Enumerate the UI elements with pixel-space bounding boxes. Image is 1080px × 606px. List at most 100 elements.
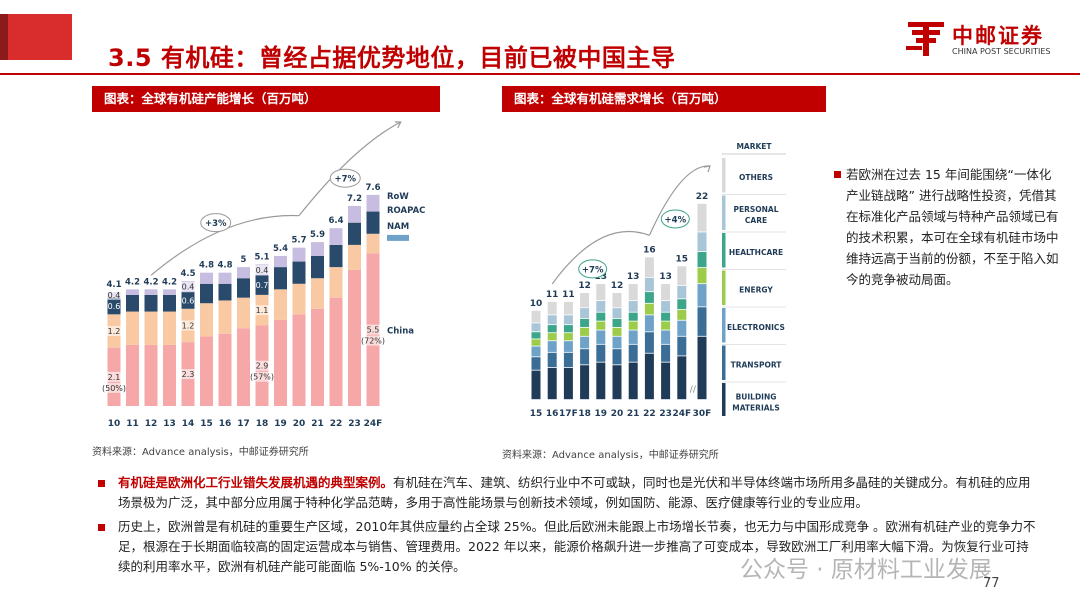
legend-label-transport: TRANSPORT: [731, 360, 783, 369]
label-bg: [103, 326, 125, 336]
bar-transport-16: [547, 352, 557, 368]
bar-nam-13: [163, 294, 176, 312]
bar-transport-23: [661, 344, 671, 362]
bar-roapac-22: [329, 228, 343, 245]
bar-energy-16: [547, 333, 557, 341]
segment-label: 0.4: [182, 283, 195, 292]
left-chart-source: 资料来源：Advance analysis，中邮证券研究所: [92, 447, 309, 458]
legend-swatch-healthcare: [722, 233, 726, 268]
bar-building-materials-30f: [697, 336, 707, 400]
label-bg: [362, 324, 384, 335]
legend-label-energy: ENERGY: [739, 285, 773, 294]
watermark: 公众号 · 原材料工业发展: [740, 557, 992, 583]
bar-eu-24f: [366, 233, 380, 254]
bar-energy-23: [661, 321, 671, 330]
bar-healthcare-17f: [563, 325, 573, 333]
bar-nam-19: [274, 267, 287, 290]
bar-building-materials-23: [661, 362, 671, 400]
growth-label: +4%: [665, 215, 687, 225]
bar-nam-17: [237, 278, 250, 298]
bar-nam-23: [348, 222, 361, 245]
title-underline: [0, 73, 1080, 75]
x-tick-label: 19: [274, 419, 287, 429]
growth-badge: [578, 259, 608, 279]
bar-healthcare-23: [661, 312, 671, 321]
bar-transport-19: [596, 344, 606, 362]
corner-decoration: [0, 14, 72, 60]
bar-china-21: [311, 308, 324, 406]
legend-swatch-electronics: [722, 308, 726, 343]
bar-eu-16: [218, 300, 232, 334]
bar-healthcare-24f: [677, 299, 687, 310]
bar-personal-care-19: [596, 301, 606, 312]
bar-energy-17f: [563, 333, 573, 341]
bar-electronics-15: [531, 346, 541, 357]
legend-label-building-materials: BUILDING: [736, 392, 777, 401]
segment-label: 1.1: [256, 306, 269, 315]
bar-nam-15: [200, 283, 213, 304]
segment-label: (57%): [250, 373, 274, 382]
total-label: 4.2: [143, 277, 158, 287]
bar-eu-22: [329, 267, 343, 298]
total-label: 11: [546, 290, 559, 300]
x-tick-label: 20: [293, 419, 306, 429]
bar-transport-22: [644, 332, 654, 353]
legend-label-others: OTHERS: [739, 173, 773, 182]
arrow-head: [703, 165, 711, 173]
bar-transport-20: [612, 349, 622, 365]
segment-label: 0.4: [108, 291, 121, 300]
label-bg: [251, 264, 273, 275]
bar-china-11: [126, 344, 139, 406]
bar-energy-30f: [697, 268, 707, 284]
x-tick-label: 17: [237, 419, 250, 429]
growth-label: +7%: [334, 175, 356, 185]
bar-eu-23: [348, 244, 361, 270]
bar-china-20: [292, 314, 306, 406]
growth-label: +3%: [205, 219, 227, 229]
bar-nam-12: [144, 294, 158, 312]
bar-roapac-17: [237, 267, 250, 279]
x-tick-label: 13: [163, 419, 176, 429]
demand-chart: 10 15 11 16 11 17F 12 18 13 19 12 20 13 21 16 22 13 23 15 2…: [530, 165, 711, 419]
legend-label: NAM: [387, 222, 409, 232]
bar-healthcare-18: [580, 318, 590, 327]
x-tick-label: 15: [200, 419, 213, 429]
bar-electronics-30f: [697, 284, 707, 307]
bar-roapac-11: [126, 289, 139, 295]
legend-label-building-materials: MATERIALS: [732, 403, 779, 412]
bar-roapac-23: [348, 206, 361, 223]
bar-personal-care-24f: [677, 285, 687, 299]
segment-label: 0.6: [182, 296, 195, 305]
bar-nam-14: [181, 292, 195, 309]
bar-eu-20: [292, 283, 306, 315]
bar-healthcare-20: [612, 318, 622, 327]
bar-china-23: [348, 269, 361, 406]
legend-swatch-energy: [722, 270, 726, 305]
bar-others-15: [531, 310, 541, 323]
bar-energy-24f: [677, 309, 687, 320]
bar-personal-care-23: [661, 301, 671, 312]
bar-electronics-18: [580, 336, 590, 349]
label-bg: [103, 382, 125, 393]
bar-electronics-16: [547, 341, 557, 352]
bar-roapac-15: [200, 272, 213, 284]
x-tick-label: 19: [595, 409, 608, 419]
legend-label: China: [387, 327, 414, 337]
bar-others-20: [612, 293, 622, 308]
growth-badge: [660, 209, 690, 229]
arrow-head: [394, 121, 402, 129]
bar-transport-30f: [697, 307, 707, 336]
axis-break: //: [690, 385, 697, 395]
right-chart-source: 资料来源：Advance analysis，中邮证券研究所: [502, 450, 719, 461]
x-tick-label: 23: [348, 419, 361, 429]
segment-label: 5.5: [367, 326, 380, 335]
legend-label-personal-care: CARE: [745, 216, 767, 225]
bar-nam-21: [311, 256, 324, 279]
bar-transport-17f: [563, 352, 573, 368]
x-tick-label: 22: [330, 419, 343, 429]
bar-energy-15: [531, 339, 541, 346]
bar-building-materials-21: [628, 362, 638, 400]
bar-personal-care-20: [612, 308, 622, 319]
total-label: 13: [627, 272, 640, 282]
bar-building-materials-20: [612, 365, 622, 400]
